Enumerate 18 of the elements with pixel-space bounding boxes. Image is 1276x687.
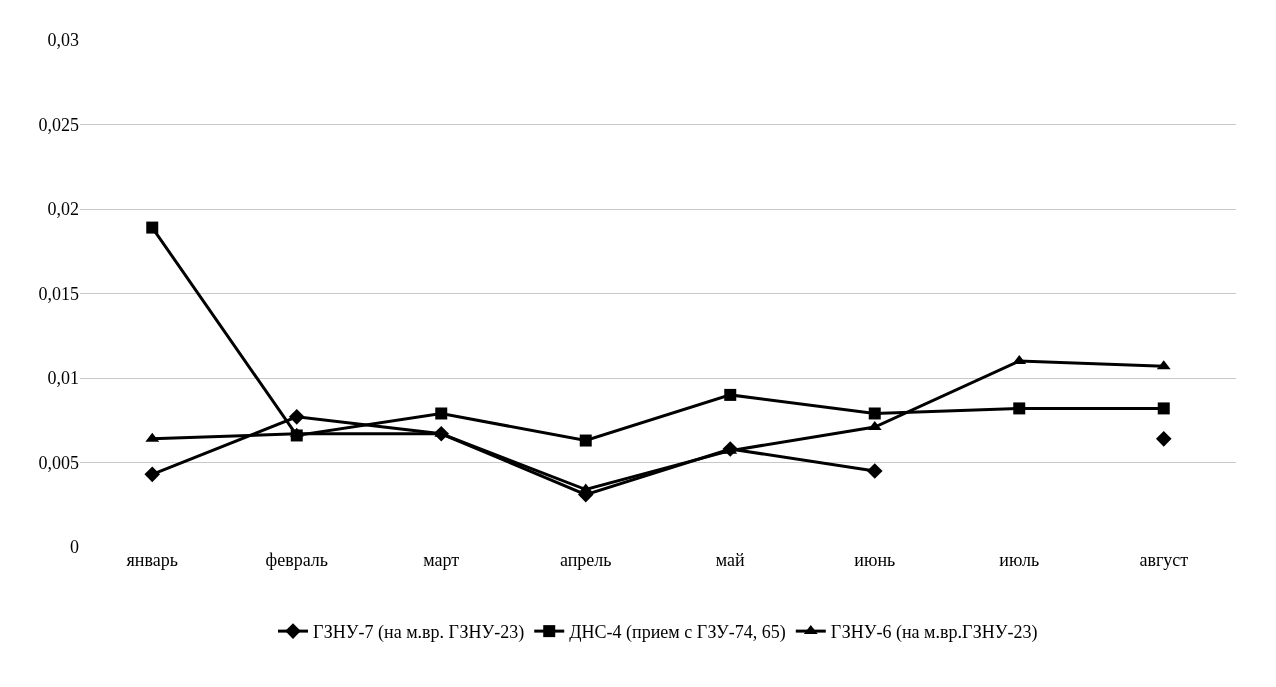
x-tick-label: январь (126, 550, 178, 570)
y-tick-label: 0 (70, 537, 79, 558)
x-tick-label: июнь (854, 550, 896, 570)
x-tick-label: июль (999, 550, 1040, 570)
legend-label: ГЗНУ-7 (на м.вр. ГЗНУ-23) (313, 622, 525, 644)
y-tick-label: 0,03 (47, 30, 79, 51)
y-tick-label: 0,015 (38, 283, 79, 304)
x-tick-label: май (715, 550, 746, 570)
x-tick-label: апрель (559, 550, 612, 570)
y-tick-label: 0,02 (47, 199, 79, 220)
x-tick-label: август (1139, 550, 1189, 570)
y-tick-label: 0,005 (38, 452, 79, 473)
y-tick-label: 0,025 (38, 114, 79, 135)
legend-label: ГЗНУ-6 (на м.вр.ГЗНУ-23) (830, 622, 1038, 644)
x-tick-label: март (423, 550, 460, 570)
legend-label: ДНС-4 (прием с ГЗУ-74, 65) (569, 622, 786, 644)
y-tick-label: 0,01 (47, 368, 79, 389)
x-tick-label: февраль (265, 550, 328, 570)
